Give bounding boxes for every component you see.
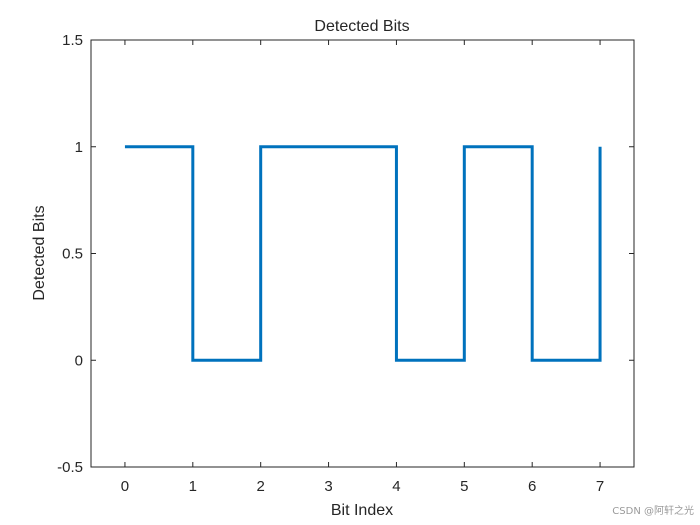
watermark: CSDN @阿轩之光 — [612, 506, 694, 517]
x-tick-label: 2 — [257, 478, 265, 495]
x-tick-label: 3 — [324, 478, 332, 495]
x-tick-label: 5 — [460, 478, 468, 495]
y-tick-label: -0.5 — [57, 459, 83, 476]
x-tick-label: 7 — [596, 478, 604, 495]
y-tick-label: 0.5 — [62, 246, 83, 263]
series-group — [124, 145, 602, 362]
y-tick-label: 1 — [75, 139, 83, 156]
y-axis-label: Detected Bits — [31, 205, 48, 300]
axis-ticks: 0 1 2 3 4 5 6 7 -0.5 0 0.5 1 1.5 — [57, 32, 634, 495]
y-tick-label: 0 — [75, 352, 83, 369]
series-line — [124, 145, 602, 362]
x-tick-label: 0 — [121, 478, 129, 495]
y-tick-label: 1.5 — [62, 32, 83, 49]
x-tick-label: 6 — [528, 478, 536, 495]
x-axis-label: Bit Index — [331, 502, 393, 519]
chart-title: Detected Bits — [314, 18, 409, 35]
plot-area — [90, 39, 635, 468]
x-tick-label: 4 — [392, 478, 400, 495]
x-tick-label: 1 — [189, 478, 197, 495]
